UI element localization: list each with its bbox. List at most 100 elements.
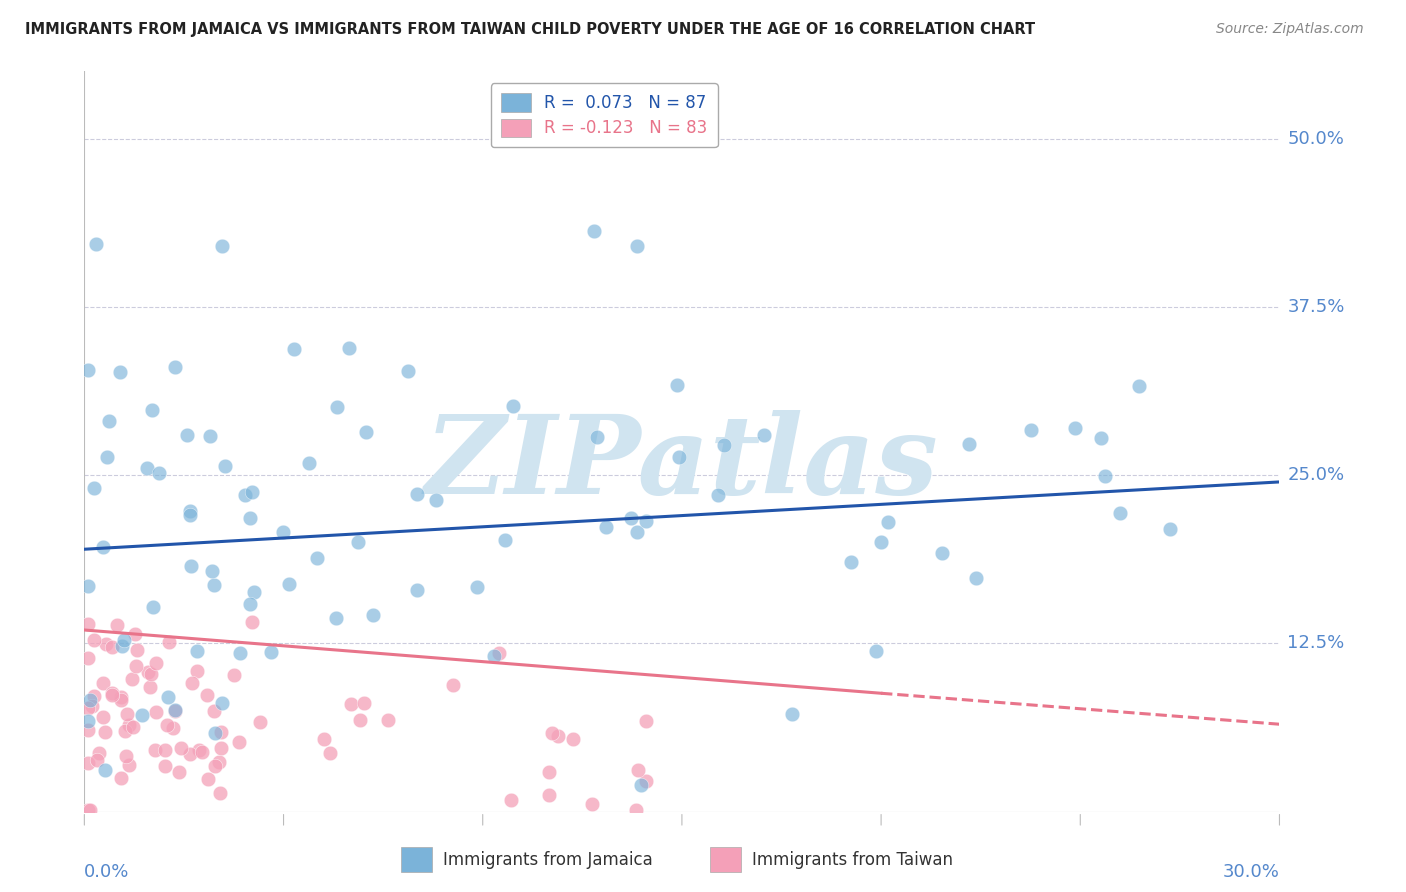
Point [91,540,114,554]
Point [204,758,226,772]
Point [105,617,128,632]
Point [179,504,201,518]
Point [83,633,105,648]
Point [118,718,141,732]
Point [91,675,114,690]
Point [377,714,399,728]
Point [96,637,118,651]
Point [176,427,198,442]
Point [163,360,186,375]
Point [499,793,522,807]
Point [204,726,226,740]
Point [249,714,271,729]
Point [307,551,329,566]
Point [326,401,349,415]
Point [163,703,186,717]
Point [240,615,263,630]
Point [484,648,506,663]
Point [538,788,561,802]
Point [87,746,110,760]
Point [630,778,652,792]
Point [239,510,262,524]
Point [233,488,256,502]
Point [165,704,187,718]
Point [77,803,100,817]
Point [112,632,135,647]
Text: 30.0%: 30.0% [1223,863,1279,881]
Point [195,688,218,702]
Point [79,803,101,817]
Point [229,646,252,660]
Point [77,756,100,770]
Point [115,749,138,764]
Point [186,644,208,658]
Point [488,646,510,660]
Point [465,581,488,595]
Point [180,558,202,573]
Point [141,402,163,417]
Point [148,466,170,480]
Point [595,520,617,534]
Point [197,772,219,786]
Point [957,437,980,451]
Point [214,459,236,474]
Point [108,365,131,379]
Text: 50.0%: 50.0% [1288,129,1344,148]
Point [84,237,107,252]
Point [228,735,250,749]
Point [627,763,650,777]
Point [406,582,429,597]
Point [1064,421,1087,435]
Text: 25.0%: 25.0% [1288,467,1344,484]
Point [156,690,179,704]
Point [200,429,222,443]
Point [319,747,342,761]
Point [145,705,167,719]
Text: 12.5%: 12.5% [1288,634,1344,652]
Point [325,611,347,625]
Point [713,438,735,452]
Point [110,693,132,707]
Point [124,658,146,673]
Point [538,764,561,779]
Point [202,704,225,718]
Point [208,755,231,769]
Point [157,635,180,649]
Point [121,672,143,686]
Text: ZIPatlas: ZIPatlas [425,410,939,517]
Point [209,725,232,739]
Point [494,533,516,548]
Point [211,239,233,253]
Point [707,488,730,502]
Point [142,600,165,615]
Point [224,667,246,681]
Point [636,774,658,789]
Point [931,546,953,560]
Point [191,745,214,759]
Legend: R =  0.073   N = 87, R = -0.123   N = 83: R = 0.073 N = 87, R = -0.123 N = 83 [491,83,717,147]
Point [167,764,190,779]
Point [870,534,893,549]
Point [179,747,201,762]
Point [561,731,583,746]
Point [111,639,134,653]
Text: Source: ZipAtlas.com: Source: ZipAtlas.com [1216,22,1364,37]
Point [271,525,294,540]
Point [298,456,321,470]
Point [110,771,132,785]
Point [77,723,100,738]
Text: Immigrants from Taiwan: Immigrants from Taiwan [752,851,953,869]
Point [1019,423,1042,437]
Point [337,341,360,355]
Point [636,514,658,528]
Point [1094,469,1116,483]
Point [541,726,564,740]
Point [100,686,122,700]
Point [79,693,101,707]
Point [118,757,141,772]
Point [441,678,464,692]
Point [181,676,204,690]
Point [139,666,162,681]
Point [634,714,657,728]
Point [668,450,690,465]
